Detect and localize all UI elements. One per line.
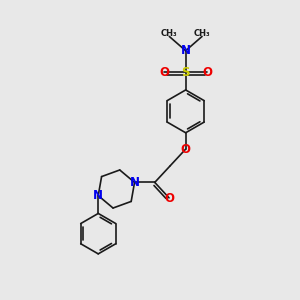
Text: O: O (165, 192, 175, 205)
Text: O: O (159, 66, 169, 79)
Text: CH₃: CH₃ (161, 29, 178, 38)
Text: S: S (182, 66, 190, 79)
Text: N: N (130, 176, 140, 189)
Text: N: N (93, 189, 103, 202)
Text: O: O (202, 66, 212, 79)
Text: N: N (181, 44, 191, 57)
Text: O: O (181, 142, 191, 156)
Text: CH₃: CH₃ (194, 29, 210, 38)
